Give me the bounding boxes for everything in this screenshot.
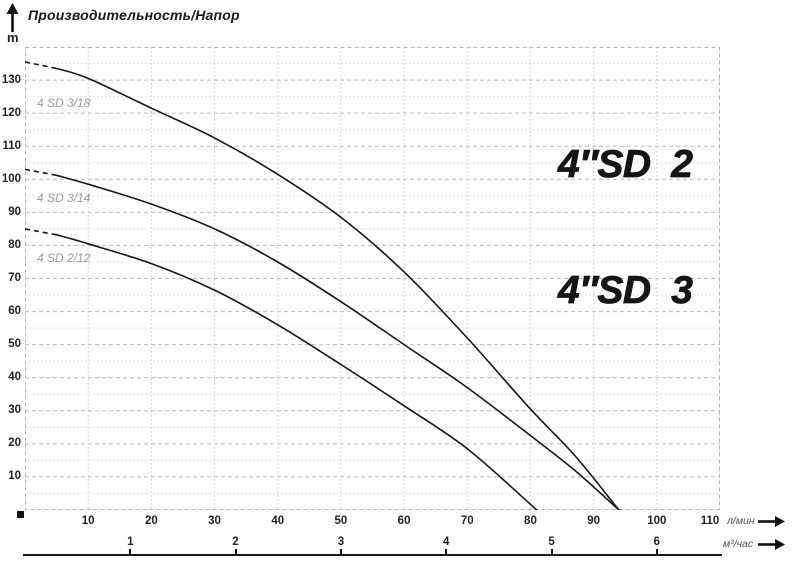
x-tick-label: 80 xyxy=(524,515,537,527)
x2-axis-right-arrow-icon xyxy=(758,539,785,550)
y-tick-label: 130 xyxy=(1,73,21,86)
pump-curve-dashed-lead xyxy=(24,228,57,236)
x-tick-label: 10 xyxy=(81,515,95,527)
x-axis-right-arrow-icon xyxy=(758,516,785,527)
model-title-line1: 4″SD 2 xyxy=(558,143,694,186)
x-tick-label: 100 xyxy=(647,515,667,527)
y-axis-unit-label: m xyxy=(7,30,19,45)
plot-border xyxy=(25,47,720,510)
x2-tick-label: 5 xyxy=(548,536,555,548)
plot-area xyxy=(24,47,721,511)
curves-canvas xyxy=(24,47,721,511)
x2-tick-mark xyxy=(339,549,342,555)
x2-tick-mark xyxy=(655,549,658,555)
y-tick-label: 40 xyxy=(8,371,21,384)
curve-label: 4 SD 3/14 xyxy=(37,191,91,205)
m3h-axis-line xyxy=(23,554,722,556)
y-axis-up-arrow-icon xyxy=(6,3,19,32)
x-tick-label: 90 xyxy=(587,515,601,527)
x-tick-label: 60 xyxy=(397,515,411,527)
x2-tick-label: 4 xyxy=(443,536,450,548)
curve-label: 4 SD 3/18 xyxy=(37,96,91,110)
x-tick-label: 30 xyxy=(208,515,221,527)
y-tick-label: 120 xyxy=(1,106,21,119)
pump-curve xyxy=(55,174,620,511)
y-tick-label: 10 xyxy=(8,470,21,483)
y-tick-label: 80 xyxy=(8,238,21,251)
x2-tick-mark xyxy=(234,549,237,555)
x2-tick-label: 1 xyxy=(127,536,134,548)
y-tick-label: 70 xyxy=(8,272,21,284)
x-tick-label: 50 xyxy=(334,515,348,527)
model-title: 4″SD 2 4″SD 3 xyxy=(558,60,694,396)
y-tick-label: 100 xyxy=(1,172,21,185)
curve-label: 4 SD 2/12 xyxy=(37,251,91,265)
y-tick-label: 60 xyxy=(8,305,21,318)
pump-curve-dashed-lead xyxy=(24,168,57,177)
y-tick-label: 30 xyxy=(8,404,21,417)
model-title-line2: 4″SD 3 xyxy=(558,269,694,312)
chart-title: Производительность/Напор xyxy=(28,7,240,23)
pump-curve xyxy=(55,234,538,511)
x2-tick-mark xyxy=(445,549,448,555)
x2-tick-label: 2 xyxy=(232,536,239,548)
pump-curve xyxy=(55,67,620,511)
x-tick-label: 20 xyxy=(144,515,158,527)
y-tick-label: 90 xyxy=(8,205,21,218)
origin-marker xyxy=(17,511,24,518)
y-tick-label: 20 xyxy=(8,437,21,450)
x-tick-label: 40 xyxy=(271,515,285,527)
y-tick-label: 50 xyxy=(8,338,21,351)
x2-tick-mark xyxy=(129,549,132,555)
x2-tick-label: 6 xyxy=(653,536,661,548)
x2-tick-label: 3 xyxy=(337,536,345,548)
x-axis-unit-label: л/мин xyxy=(727,515,755,527)
x-tick-label: 110 xyxy=(700,515,720,527)
y-tick-label: 110 xyxy=(2,139,21,152)
pump-curve-dashed-lead xyxy=(24,61,57,70)
x-tick-label: 70 xyxy=(460,515,474,527)
x2-axis-unit-label: м³/час xyxy=(723,538,754,550)
x2-tick-mark xyxy=(550,549,553,555)
